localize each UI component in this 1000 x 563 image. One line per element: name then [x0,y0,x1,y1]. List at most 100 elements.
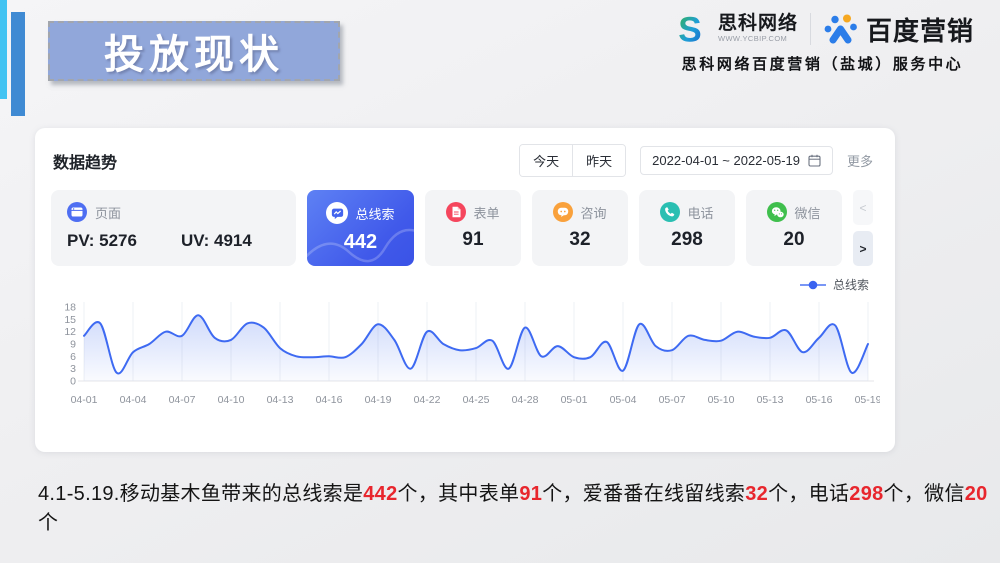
tab-wechat-label: 微信 [794,205,821,221]
pv-uv-row: PV: 5276 UV: 4914 [67,231,280,251]
tab-page[interactable]: 页面 PV: 5276 UV: 4914 [51,190,296,266]
uv-value: UV: 4914 [180,231,252,250]
svg-text:15: 15 [64,314,76,326]
svg-text:05-04: 05-04 [610,394,637,406]
wechat-icon [767,202,788,222]
summary-number: 32 [745,483,769,505]
summary-number: 298 [849,483,884,505]
svg-text:S: S [678,10,701,48]
tab-consult-head: 咨询 [553,202,607,222]
sike-swirl-logo-icon: S [678,10,701,48]
summary-segment: 个，其中表单 [397,483,520,505]
svg-text:04-19: 04-19 [365,394,392,406]
company-name: 思科网络 [717,13,798,35]
page-icon [67,202,87,222]
tab-phone-label: 电话 [687,205,714,221]
svg-text:05-19: 05-19 [855,394,880,406]
tab-page-label: 页面 [95,205,122,221]
svg-text:04-10: 04-10 [218,394,245,406]
day-toggle-group: 今天 昨天 [519,144,627,177]
date-range-value: 2022-04-01 ~ 2022-05-19 [652,153,800,168]
svg-text:04-28: 04-28 [512,394,539,406]
tab-total-leads-label: 总线索 [355,206,395,222]
svg-text:04-01: 04-01 [71,394,98,406]
more-link[interactable]: 更多 [846,154,873,169]
tab-total-leads-value: 442 [343,231,378,253]
card-header: 数据趋势 今天 昨天 2022-04-01 ~ 2022-05-19 更多 [35,128,895,177]
service-center-title: 思科网络百度营销（盐城）服务中心 [681,56,964,73]
tab-total-leads[interactable]: 总线索 442 [307,190,414,266]
svg-text:04-13: 04-13 [267,394,294,406]
tab-consult-label: 咨询 [580,205,607,221]
tab-form[interactable]: 表单 91 [425,190,521,266]
logo-divider [809,13,811,45]
header-logo-area: S 思科网络 WWW.YCBIP.COM 百度营销 思科网络百度营销（盐城）服务… [671,10,974,74]
tab-phone[interactable]: 电话 298 [639,190,735,266]
today-button[interactable]: 今天 [520,145,573,176]
tab-phone-head: 电话 [660,202,714,222]
summary-segment: 4.1-5.19.移动基木鱼带来的总线索是 [38,483,364,505]
svg-text:18: 18 [64,302,76,314]
tab-total-leads-head: 总线索 [326,202,395,224]
card-title: 数据趋势 [53,154,118,172]
company-url: WWW.YCBIP.COM [717,34,788,44]
leads-icon [326,202,349,224]
phone-icon [660,202,681,222]
yesterday-button[interactable]: 昨天 [572,145,626,176]
tab-form-head: 表单 [446,202,500,222]
tab-consult-value: 32 [569,229,591,250]
baidu-marketing-logo-icon [824,14,857,44]
tab-form-value: 91 [462,229,484,250]
accent-bar-light [0,0,7,99]
consult-icon [553,202,574,222]
svg-text:04-07: 04-07 [169,394,196,406]
form-icon [446,202,467,222]
svg-text:04-25: 04-25 [463,394,490,406]
tab-wechat[interactable]: 微信 20 [746,190,842,266]
summary-number: 91 [519,483,543,505]
svg-text:04-04: 04-04 [120,394,147,406]
card-controls: 今天 昨天 2022-04-01 ~ 2022-05-19 更多 [519,144,873,177]
tab-form-label: 表单 [473,205,500,221]
svg-text:05-16: 05-16 [806,394,833,406]
date-range-picker[interactable]: 2022-04-01 ~ 2022-05-19 [640,146,833,175]
legend-line-marker [799,280,826,289]
accent-bar-dark [11,12,25,116]
summary-number: 20 [964,483,988,505]
summary-segment: 个，电话 [768,483,850,505]
svg-text:05-10: 05-10 [708,394,735,406]
summary-number: 442 [363,483,398,505]
svg-text:6: 6 [70,351,76,363]
tab-wechat-head: 微信 [767,202,821,222]
metric-tabs-row: 页面 PV: 5276 UV: 4914 [35,177,895,266]
svg-text:12: 12 [64,326,76,338]
pv-value: PV: 5276 [67,231,137,250]
company-block: 思科网络 WWW.YCBIP.COM [717,13,798,44]
page-title-box: 投放现状 [48,21,340,81]
svg-text:0: 0 [70,376,76,388]
svg-text:04-16: 04-16 [316,394,343,406]
summary-segment: 个，爱番番在线留线索 [542,483,746,505]
brand-name: 百度营销 [865,15,974,46]
tabs-next-button[interactable]: > [853,231,873,266]
tab-wechat-value: 20 [783,229,805,250]
svg-text:05-07: 05-07 [659,394,686,406]
trend-chart: 04-01 04-04 04-07 04-10 04-13 04-16 04-19 04-22… [64,302,880,407]
tab-page-head: 页面 [67,202,280,222]
svg-text:9: 9 [70,339,76,351]
svg-text:04-22: 04-22 [414,394,441,406]
tabs-scroll-arrows: < > [853,190,873,266]
summary-segment: 个 [38,512,59,534]
logo-row: S 思科网络 WWW.YCBIP.COM 百度营销 [671,10,974,48]
chart-legend[interactable]: 总线索 [35,276,895,293]
tab-phone-value: 298 [671,229,703,250]
summary-text: 4.1-5.19.移动基木鱼带来的总线索是442个，其中表单91个，爱番番在线留… [38,477,1000,535]
tabs-prev-button[interactable]: < [853,190,873,225]
legend-label: 总线索 [832,278,869,292]
tab-consult[interactable]: 咨询 32 [532,190,628,266]
data-trend-card: 数据趋势 今天 昨天 2022-04-01 ~ 2022-05-19 更多 [35,128,895,452]
svg-text:3: 3 [70,363,76,375]
page-title: 投放现状 [104,33,284,77]
summary-segment: 个，微信 [883,483,965,505]
